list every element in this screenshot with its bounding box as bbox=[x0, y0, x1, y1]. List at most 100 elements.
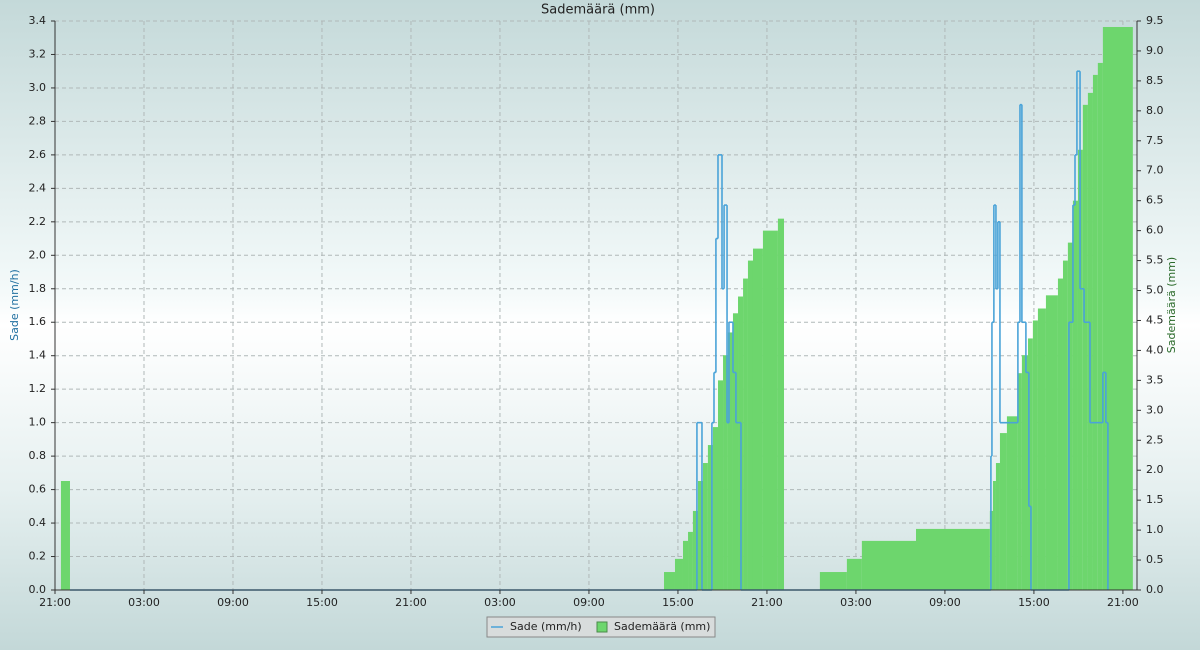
bar bbox=[1072, 200, 1078, 590]
y-tick-label: 1.0 bbox=[29, 416, 47, 429]
x-tick-label: 09:00 bbox=[929, 596, 961, 609]
x-tick-label: 15:00 bbox=[662, 596, 694, 609]
y2-tick-label: 8.5 bbox=[1146, 74, 1164, 87]
y-axis-label: Sade (mm/h) bbox=[8, 269, 21, 341]
x-tick-label: 03:00 bbox=[128, 596, 160, 609]
y2-tick-label: 9.0 bbox=[1146, 44, 1164, 57]
x-tick-label: 21:00 bbox=[1107, 596, 1139, 609]
y-tick-label: 1.4 bbox=[29, 349, 47, 362]
grid bbox=[54, 20, 1137, 591]
bar bbox=[697, 480, 704, 590]
y-tick-label: 0.6 bbox=[29, 483, 47, 496]
bar bbox=[692, 510, 698, 590]
y-tick-label: 3.0 bbox=[29, 81, 47, 94]
y-tick-label: 2.2 bbox=[29, 215, 47, 228]
legend-label: Sade (mm/h) bbox=[510, 620, 582, 633]
y2-tick-label: 8.0 bbox=[1146, 104, 1164, 117]
bar bbox=[1097, 62, 1103, 590]
y2-tick-label: 4.0 bbox=[1146, 343, 1164, 356]
x-tick-label: 15:00 bbox=[306, 596, 338, 609]
y2-tick-label: 7.0 bbox=[1146, 164, 1164, 177]
y-tick-label: 0.0 bbox=[29, 583, 47, 596]
y-tick-label: 0.2 bbox=[29, 550, 47, 563]
y2-tick-label: 5.0 bbox=[1146, 284, 1164, 297]
bar bbox=[1037, 308, 1046, 590]
y2-tick-label: 0.0 bbox=[1146, 583, 1164, 596]
bar bbox=[1062, 260, 1068, 590]
y-tick-label: 2.4 bbox=[29, 181, 47, 194]
y-tick-label: 1.8 bbox=[29, 282, 47, 295]
bar bbox=[688, 531, 693, 590]
y-tick-label: 2.8 bbox=[29, 114, 47, 127]
axes: 21:00 03:00 09:00 15:00 21:00 03:00 09:00 15:00… bbox=[29, 14, 1164, 609]
y-tick-label: 2.6 bbox=[29, 148, 47, 161]
x-tick-label: 03:00 bbox=[840, 596, 872, 609]
y2-tick-label: 7.5 bbox=[1146, 134, 1164, 147]
y2-tick-label: 2.0 bbox=[1146, 463, 1164, 476]
y-tick-label: 3.4 bbox=[29, 14, 47, 27]
bar bbox=[732, 313, 739, 590]
y-tick-label: 2.0 bbox=[29, 248, 47, 261]
bar bbox=[916, 528, 990, 590]
x-tick-label: 15:00 bbox=[1018, 596, 1050, 609]
y2-tick-label: 3.0 bbox=[1146, 403, 1164, 416]
bar bbox=[1006, 416, 1018, 590]
y-tick-label: 0.8 bbox=[29, 449, 47, 462]
bar bbox=[1027, 338, 1033, 590]
bar bbox=[743, 278, 748, 590]
legend-bar-icon bbox=[596, 621, 608, 633]
bar bbox=[1017, 373, 1022, 590]
bar bbox=[846, 558, 862, 590]
y2-tick-label: 0.5 bbox=[1146, 553, 1164, 566]
bar bbox=[777, 218, 784, 590]
bar bbox=[707, 445, 713, 590]
bar bbox=[995, 463, 1000, 590]
bar bbox=[1032, 320, 1038, 590]
x-tick-label: 21:00 bbox=[39, 596, 71, 609]
bar bbox=[762, 230, 778, 590]
bar bbox=[1045, 295, 1058, 590]
x-tick-label: 21:00 bbox=[751, 596, 783, 609]
y2-axis-label: Sademäärä (mm) bbox=[1165, 257, 1178, 353]
bar bbox=[992, 480, 996, 590]
bar bbox=[999, 433, 1007, 590]
y2-tick-label: 4.5 bbox=[1146, 313, 1164, 326]
bar bbox=[717, 380, 724, 590]
bar bbox=[1092, 74, 1098, 590]
bar bbox=[1067, 242, 1073, 590]
bar bbox=[703, 463, 708, 590]
y-tick-label: 0.4 bbox=[29, 516, 47, 529]
chart-title: Sademäärä (mm) bbox=[541, 3, 655, 18]
bar bbox=[747, 260, 753, 590]
y2-tick-label: 2.5 bbox=[1146, 433, 1164, 446]
y2-tick-label: 1.5 bbox=[1146, 493, 1164, 506]
y2-tick-label: 6.0 bbox=[1146, 224, 1164, 237]
x-tick-label: 09:00 bbox=[217, 596, 249, 609]
x-tick-label: 21:00 bbox=[395, 596, 427, 609]
bar bbox=[723, 355, 728, 590]
x-tick-label: 09:00 bbox=[573, 596, 605, 609]
y-tick-label: 1.2 bbox=[29, 382, 47, 395]
legend-label: Sademäärä (mm) bbox=[614, 620, 710, 633]
bar bbox=[727, 332, 733, 590]
bar bbox=[712, 427, 718, 590]
bar bbox=[1021, 355, 1028, 590]
bar bbox=[682, 540, 689, 590]
y2-tick-label: 3.5 bbox=[1146, 373, 1164, 386]
y-tick-label: 1.6 bbox=[29, 315, 47, 328]
bar bbox=[819, 572, 847, 590]
bar bbox=[1082, 104, 1088, 590]
bar bbox=[1077, 149, 1083, 590]
y2-tick-label: 9.5 bbox=[1146, 14, 1164, 27]
bar bbox=[752, 248, 763, 590]
bar bbox=[1057, 278, 1063, 590]
y2-tick-label: 6.5 bbox=[1146, 194, 1164, 207]
bar bbox=[861, 540, 917, 590]
y2-tick-label: 5.5 bbox=[1146, 254, 1164, 267]
legend: Sade (mm/h) Sademäärä (mm) bbox=[486, 616, 716, 638]
bar bbox=[664, 572, 675, 590]
bar bbox=[674, 558, 683, 590]
bar bbox=[60, 480, 70, 590]
y2-tick-label: 1.0 bbox=[1146, 523, 1164, 536]
